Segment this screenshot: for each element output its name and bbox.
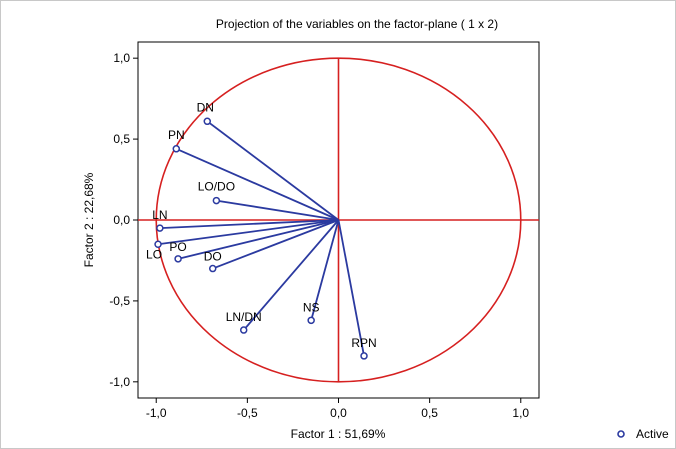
vector-po [177, 219, 339, 260]
legend-marker [617, 430, 625, 438]
point-rpn [360, 352, 368, 360]
y-tick-label: -1,0 [109, 375, 130, 389]
vector-ln-dn [243, 219, 340, 331]
label-po: PO [169, 240, 186, 254]
vector-do [212, 219, 339, 270]
point-labels: DN PN LO/DO LN LO PO DO LN/DN NS RPN [146, 100, 377, 350]
label-pn: PN [168, 128, 185, 142]
label-lo: LO [146, 247, 162, 261]
chart-title: Projection of the variables on the facto… [216, 17, 498, 31]
label-dn: DN [197, 100, 214, 114]
vector-lo [157, 219, 339, 246]
label-ln-dn: LN/DN [226, 310, 262, 324]
point-pn [172, 145, 181, 153]
x-tick-label: 1,0 [512, 406, 529, 420]
point-lo [154, 240, 162, 249]
vector-ns [310, 219, 340, 321]
y-tick-label: 1,0 [113, 51, 130, 65]
legend-label: Active [636, 427, 669, 441]
vector-lo-do [216, 199, 339, 221]
point-ns [307, 316, 315, 325]
point-ln-dn [239, 326, 248, 334]
y-tick-label: 0,5 [113, 132, 130, 146]
label-ln: LN [152, 208, 167, 222]
vectors [154, 117, 368, 360]
point-po [174, 255, 182, 263]
label-do: DO [204, 250, 222, 264]
point-ln [156, 224, 164, 232]
x-tick-label: -0,5 [237, 406, 258, 420]
vector-pn [175, 147, 339, 221]
point-lo-do [212, 196, 221, 205]
legend: Active [617, 427, 669, 441]
vector-dn [206, 120, 340, 221]
x-tick-label: 0,0 [330, 406, 347, 420]
label-rpn: RPN [351, 336, 376, 350]
axis-ticks: -1,0 -0,5 0,0 0,5 1,0 1,0 0,5 0,0 -0,5 -1,0 [109, 51, 529, 420]
x-axis-title: Factor 1 : 51,69% [291, 427, 386, 441]
x-tick-label: 0,5 [421, 406, 438, 420]
point-do [208, 264, 217, 273]
vector-ln [159, 219, 339, 229]
label-lo-do: LO/DO [198, 180, 235, 194]
label-ns: NS [303, 300, 320, 314]
y-axis-title: Factor 2 : 22,68% [82, 172, 96, 267]
y-tick-label: 0,0 [113, 213, 130, 227]
vector-rpn [337, 219, 365, 357]
y-tick-label: -0,5 [109, 294, 130, 308]
x-tick-label: -1,0 [146, 406, 167, 420]
point-dn [203, 117, 212, 126]
